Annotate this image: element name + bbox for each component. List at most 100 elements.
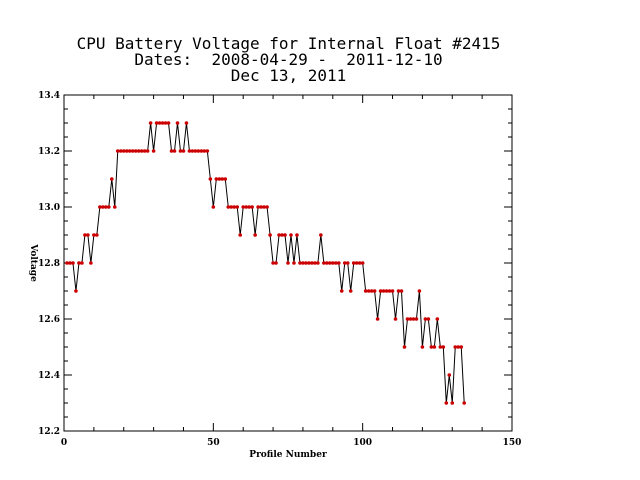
data-point [175, 121, 180, 125]
data-point [274, 261, 278, 265]
data-point [268, 233, 272, 237]
data-point [336, 261, 341, 265]
data-point [402, 345, 407, 349]
data-point [265, 205, 269, 209]
data-point [139, 149, 144, 153]
data-point [292, 261, 296, 265]
y-tick-label: 13.0 [38, 203, 60, 213]
data-point [80, 261, 84, 265]
data-point [328, 261, 332, 265]
y-tick-label: 12.6 [38, 315, 60, 325]
data-point [104, 205, 108, 209]
data-point [322, 261, 326, 265]
y-tick-label: 12.2 [38, 427, 60, 437]
data-point [181, 149, 186, 153]
data-point [345, 261, 350, 265]
data-point [190, 149, 195, 153]
data-point [205, 149, 210, 153]
data-point [435, 317, 440, 321]
data-point [396, 289, 401, 293]
data-point [178, 149, 183, 153]
data-point [295, 233, 299, 237]
data-point [280, 233, 284, 237]
y-tick-label: 13.4 [38, 91, 60, 101]
data-point [378, 289, 383, 293]
x-tick-label: 100 [353, 438, 372, 448]
data-point [405, 317, 410, 321]
data-point [384, 289, 389, 293]
x-tick-label: 0 [61, 438, 67, 448]
data-point [154, 121, 159, 125]
data-point [411, 317, 416, 321]
data-point [247, 205, 251, 209]
data-point [438, 345, 443, 349]
data-point [115, 149, 120, 153]
data-point [211, 205, 216, 209]
x-tick-label: 150 [503, 438, 522, 448]
data-point [331, 261, 335, 265]
axis-tick-labels: 0 50 100 150 12.2 12.4 12.6 12.8 13.0 13.2 13.4 [38, 91, 521, 448]
data-point [262, 205, 266, 209]
data-point [363, 289, 368, 293]
data-point [369, 289, 374, 293]
data-point [130, 149, 135, 153]
data-point [184, 121, 189, 125]
data-point [208, 177, 213, 181]
data-point [462, 401, 467, 405]
data-point [169, 149, 174, 153]
data-point [112, 205, 117, 209]
data-point [68, 261, 72, 265]
data-point [202, 149, 207, 153]
data-point [187, 149, 192, 153]
data-point [408, 317, 413, 321]
data-point [217, 177, 222, 181]
data-point [172, 149, 177, 153]
data-point [319, 233, 323, 237]
data-point [301, 261, 305, 265]
data-point [65, 261, 69, 265]
data-point [372, 289, 377, 293]
data-point [298, 261, 302, 265]
chart-title-line-3: Dec 13, 2011 [230, 66, 347, 85]
data-point [307, 261, 311, 265]
data-point [256, 205, 260, 209]
data-point [316, 261, 320, 265]
y-tick-label: 12.8 [38, 259, 60, 269]
data-point [166, 121, 171, 125]
data-point [86, 233, 90, 237]
series-points [65, 121, 467, 405]
data-point [393, 317, 398, 321]
data-point [89, 261, 93, 265]
data-point [313, 261, 317, 265]
data-point [77, 261, 81, 265]
data-point [390, 289, 395, 293]
data-point [92, 233, 96, 237]
data-point [423, 317, 428, 321]
chart-title-line-2: Dates: 2008-04-29 - 2011-12-10 [134, 50, 443, 69]
data-point [235, 205, 240, 209]
data-point [459, 345, 464, 349]
data-point [399, 289, 404, 293]
data-point [74, 289, 78, 293]
data-point [95, 233, 99, 237]
y-tick-label: 13.2 [38, 147, 60, 157]
data-point [107, 205, 111, 209]
data-point [348, 289, 353, 293]
axis-ticks [63, 94, 513, 432]
data-point [381, 289, 386, 293]
data-point [148, 121, 153, 125]
data-point [199, 149, 204, 153]
data-point [124, 149, 129, 153]
data-point [238, 233, 243, 237]
data-point [447, 373, 452, 377]
data-point [220, 177, 225, 181]
data-point [232, 205, 237, 209]
data-point [259, 205, 263, 209]
data-point [354, 261, 359, 265]
data-point [325, 261, 329, 265]
data-point [151, 149, 156, 153]
data-point [283, 233, 287, 237]
data-point [360, 261, 365, 265]
data-point [157, 121, 162, 125]
